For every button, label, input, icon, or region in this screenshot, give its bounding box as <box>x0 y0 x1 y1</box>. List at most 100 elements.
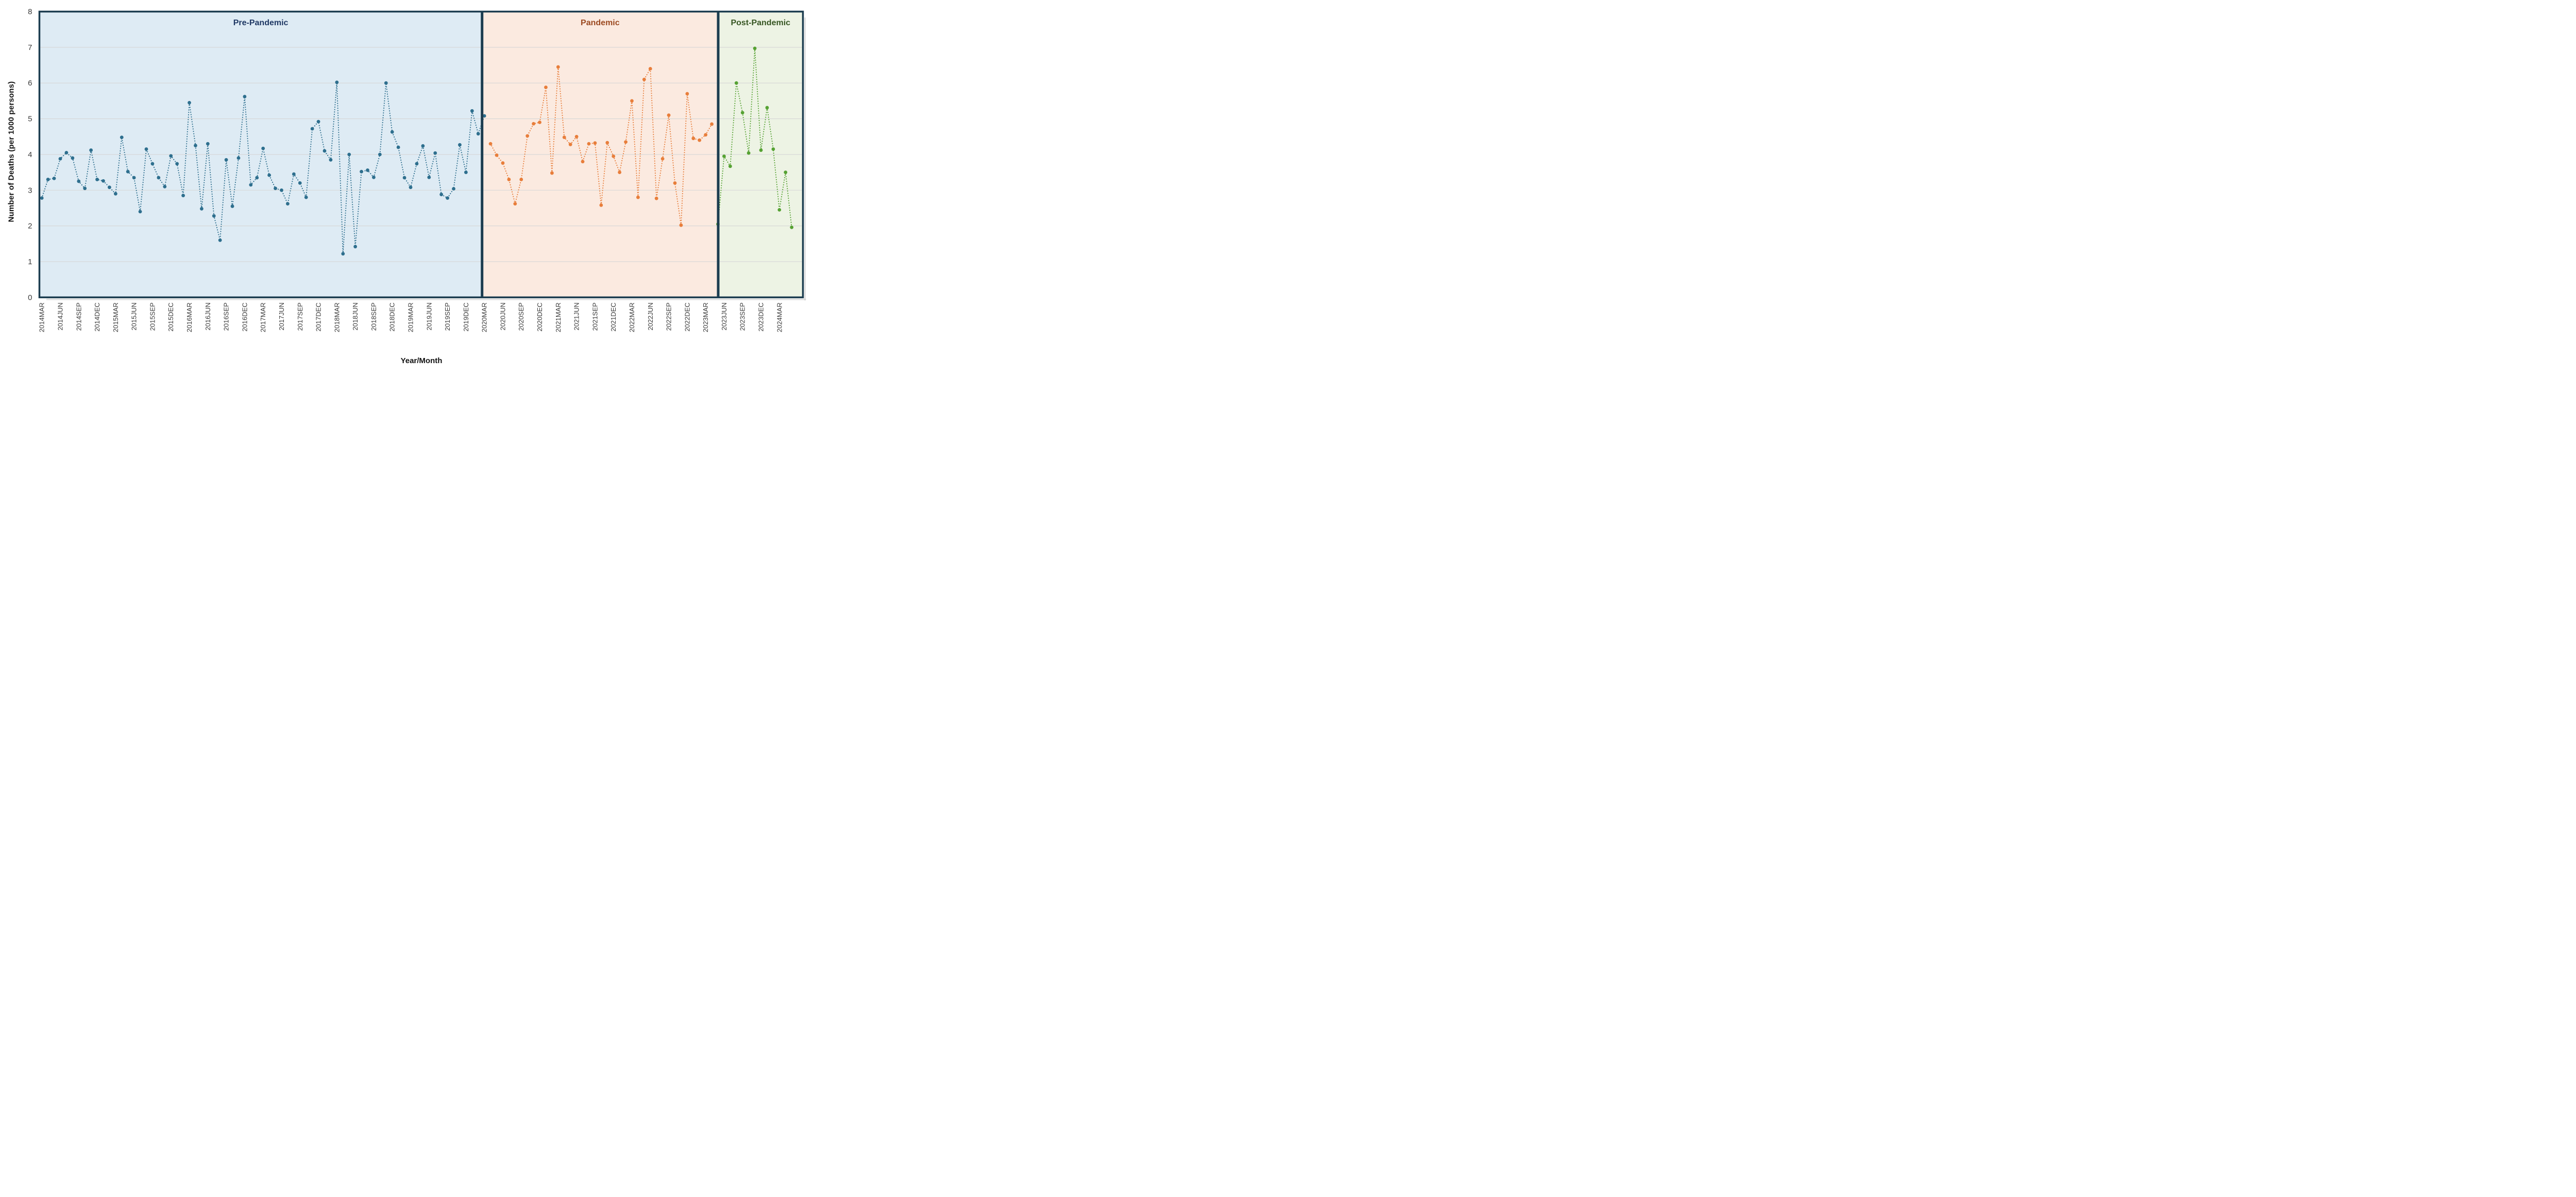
x-tick-label: 2019SEP <box>444 302 451 331</box>
data-point <box>212 214 216 218</box>
data-point <box>175 162 179 166</box>
data-point <box>765 106 769 110</box>
x-tick-label: 2017JUN <box>278 302 285 330</box>
data-point <box>421 144 425 148</box>
y-tick-label: 8 <box>28 8 32 16</box>
data-point <box>353 245 358 249</box>
data-point <box>390 130 394 134</box>
data-point <box>402 176 406 180</box>
data-point <box>304 195 308 199</box>
data-point <box>194 144 197 147</box>
data-point <box>458 143 462 147</box>
x-tick-label: 2017MAR <box>259 302 267 332</box>
data-point <box>691 136 696 141</box>
region-label-pre-pandemic: Pre-Pandemic <box>233 19 289 27</box>
region-boundary <box>481 11 484 298</box>
data-point <box>163 184 167 189</box>
x-tick-label: 2024MAR <box>775 302 783 332</box>
x-tick-label: 2021MAR <box>554 302 562 332</box>
data-point <box>482 114 486 118</box>
y-tick-label: 0 <box>28 293 32 302</box>
data-point <box>532 122 535 126</box>
data-point <box>581 160 585 164</box>
data-point <box>310 127 314 131</box>
y-tick-label: 1 <box>28 258 32 266</box>
x-tick-label: 2016DEC <box>241 302 248 331</box>
data-point <box>52 176 56 180</box>
data-point <box>771 147 775 151</box>
data-point <box>624 140 628 144</box>
data-point <box>101 179 105 183</box>
data-point <box>642 77 646 81</box>
data-point <box>286 202 290 206</box>
data-point <box>384 81 388 85</box>
data-point <box>188 100 191 105</box>
x-tick-label: 2017SEP <box>296 302 304 331</box>
data-point <box>433 151 437 155</box>
data-point <box>562 135 566 140</box>
data-point <box>568 143 572 146</box>
data-point <box>710 122 714 126</box>
x-tick-label: 2022JUN <box>647 302 654 330</box>
data-point <box>452 187 455 191</box>
x-tick-label: 2014JUN <box>56 302 64 330</box>
x-tick-label: 2022MAR <box>628 302 636 332</box>
x-tick-label: 2018MAR <box>333 302 341 332</box>
data-point <box>427 175 431 179</box>
x-tick-label: 2022DEC <box>683 302 691 331</box>
data-point <box>206 142 210 146</box>
data-point <box>501 161 505 165</box>
y-tick-label: 5 <box>28 115 32 124</box>
y-tick-label: 7 <box>28 43 32 52</box>
data-point <box>347 152 351 157</box>
data-point <box>378 152 382 157</box>
data-point <box>298 181 302 185</box>
data-point <box>777 208 782 212</box>
x-tick-label: 2019JUN <box>425 302 433 330</box>
data-point <box>507 178 511 181</box>
region-label-post-pandemic: Post-Pandemic <box>731 19 791 27</box>
y-tick-label: 2 <box>28 222 32 231</box>
x-tick-label: 2021JUN <box>573 302 581 330</box>
data-point <box>679 223 683 227</box>
x-axis-title: Year/Month <box>400 356 443 365</box>
data-point <box>759 148 763 152</box>
data-point <box>599 203 603 207</box>
frame-shadow <box>804 18 806 301</box>
data-point <box>704 133 708 137</box>
data-point <box>113 192 117 196</box>
x-tick-label: 2016JUN <box>204 302 212 330</box>
data-point <box>648 67 652 71</box>
data-point <box>316 119 320 124</box>
data-point <box>120 135 124 140</box>
data-point <box>46 178 50 181</box>
data-point <box>95 178 99 181</box>
data-point <box>673 181 677 185</box>
data-point <box>753 46 757 50</box>
data-point <box>341 252 345 256</box>
data-point <box>157 176 161 180</box>
x-tick-label: 2016MAR <box>185 302 193 332</box>
data-point <box>396 145 400 149</box>
data-point <box>138 210 142 214</box>
region-boundary <box>717 11 720 298</box>
y-tick-label: 6 <box>28 79 32 88</box>
data-point <box>292 172 296 176</box>
x-tick-label: 2022SEP <box>665 302 673 331</box>
frame-shadow <box>46 298 806 300</box>
x-tick-label: 2015JUN <box>130 302 138 330</box>
x-tick-label: 2019DEC <box>462 302 470 331</box>
x-tick-label: 2014MAR <box>38 302 46 332</box>
data-point <box>593 141 597 145</box>
y-tick-label: 4 <box>28 150 32 159</box>
data-point <box>439 193 444 196</box>
data-point <box>40 196 44 200</box>
data-point <box>409 185 413 190</box>
x-tick-label: 2015MAR <box>112 302 120 332</box>
data-point <box>280 188 283 192</box>
x-tick-label: 2015DEC <box>167 302 175 331</box>
x-tick-label: 2018SEP <box>370 302 378 331</box>
data-point <box>366 168 369 172</box>
chart: Number of Deaths (per 1000 persons) 0 1 2 3… <box>0 0 808 374</box>
data-point <box>538 121 541 124</box>
